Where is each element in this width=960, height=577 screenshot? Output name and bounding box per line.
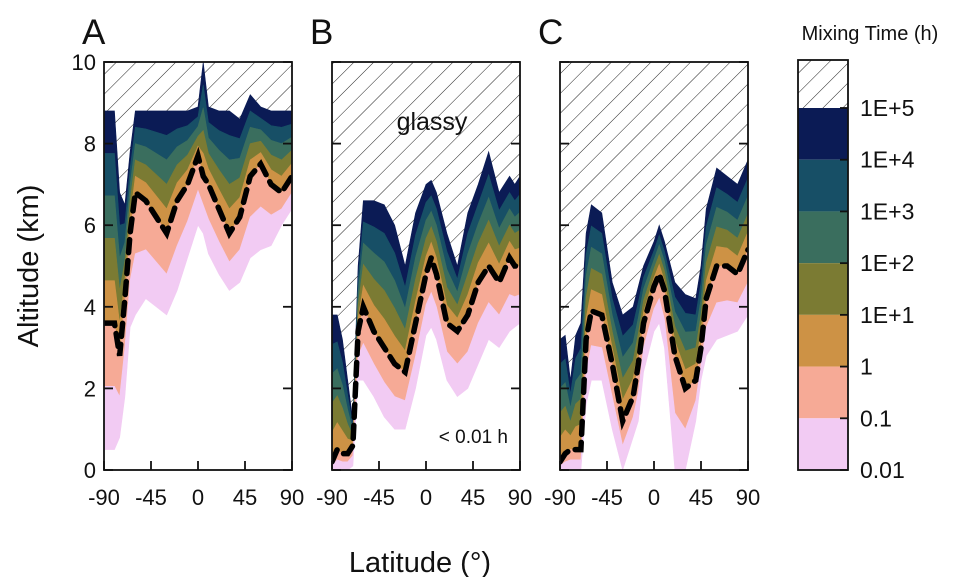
legend-hatch	[798, 60, 848, 108]
x-tick-label: -90	[316, 485, 348, 510]
x-tick-label: 45	[689, 485, 713, 510]
legend-swatch-1E+5	[798, 108, 848, 160]
legend-label: 1E+1	[860, 302, 914, 328]
band-below-0.01	[104, 208, 292, 470]
band-0.1	[332, 291, 520, 470]
x-axis-title: Latitude (°)	[349, 547, 491, 577]
legend-label: 1E+3	[860, 198, 914, 224]
x-tick-label: 90	[508, 485, 532, 510]
annotation-min-mixing: < 0.01 h	[439, 427, 508, 448]
panel-a: 0 2 4 6 8 10 -90 -45 0 45 90 A	[72, 13, 305, 510]
panel-letter: B	[310, 13, 333, 52]
legend-swatch-1E+4	[798, 159, 848, 212]
band-below-0.01	[332, 323, 520, 470]
y-axis-title: Altitude (km)	[13, 185, 45, 348]
panel-c: -90 -45 0 45 90 C	[538, 13, 760, 510]
x-tick-label: 90	[736, 485, 760, 510]
legend-label: 0.1	[860, 405, 892, 431]
legend-frame	[797, 59, 849, 471]
x-tick-label: 90	[280, 485, 304, 510]
x-tick-label: -45	[363, 485, 395, 510]
dashed-line	[104, 146, 292, 357]
legend-swatch-1	[798, 366, 848, 419]
legend-label: 1E+4	[860, 147, 915, 173]
x-tick-label: -90	[544, 485, 576, 510]
y-tick-label: 4	[84, 295, 96, 320]
legend-swatch-0.1	[798, 418, 848, 470]
x-tick-label: 45	[461, 485, 485, 510]
legend-label: 0.01	[860, 457, 905, 483]
x-tick-label: 0	[192, 485, 204, 510]
x-tick-label: -45	[135, 485, 167, 510]
legend: 1E+5 1E+4 1E+3 1E+2 1E+1 1 0.1 0.01	[797, 59, 915, 483]
legend-swatch-1E+3	[798, 211, 848, 264]
y-tick-label: 10	[72, 50, 96, 75]
x-tick-label: -90	[88, 485, 120, 510]
band-0.1	[560, 282, 748, 470]
x-tick-label: -45	[591, 485, 623, 510]
dashed-line	[560, 246, 748, 465]
legend-label: 1E+2	[860, 250, 914, 276]
legend-label: 1	[860, 354, 873, 380]
band-0.1	[104, 189, 292, 450]
x-tick-label: 0	[648, 485, 660, 510]
y-tick-label: 2	[84, 376, 96, 401]
y-tick-label: 6	[84, 213, 96, 238]
legend-swatch-1E+1	[798, 314, 848, 367]
y-tick-label: 8	[84, 132, 96, 157]
x-tick-label: 45	[233, 485, 257, 510]
panel-letter: C	[538, 13, 563, 52]
legend-label: 1E+5	[860, 95, 914, 121]
legend-title: Mixing Time (h)	[802, 23, 939, 45]
band-below-0.01	[560, 314, 748, 470]
dashed-line	[332, 248, 520, 465]
x-tick-label: 0	[420, 485, 432, 510]
legend-swatch-1E+2	[798, 263, 848, 315]
panel-letter: A	[82, 13, 106, 52]
annotation-glassy: glassy	[397, 108, 468, 136]
y-tick-label: 0	[84, 458, 96, 483]
